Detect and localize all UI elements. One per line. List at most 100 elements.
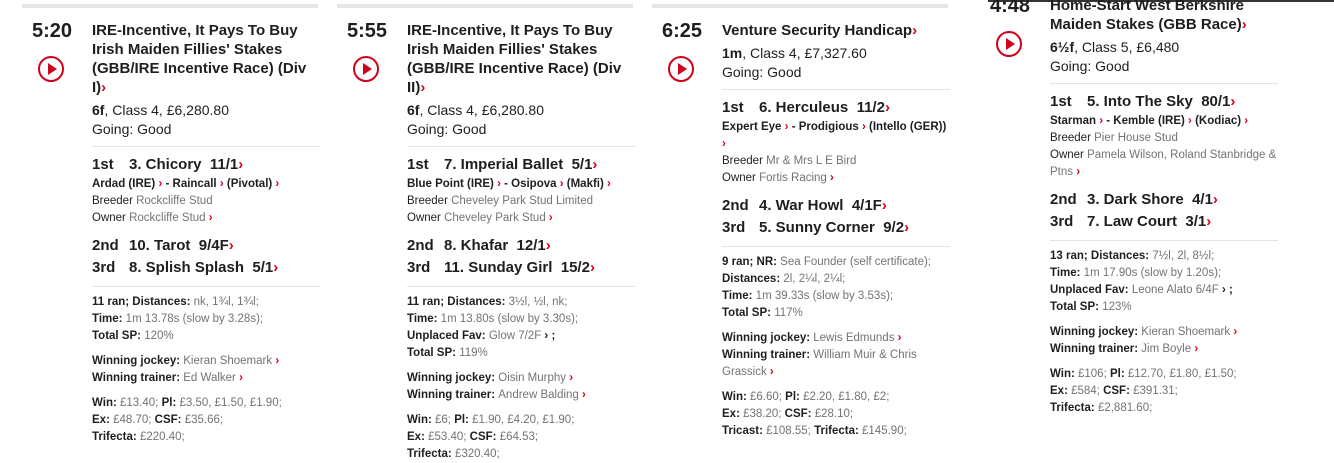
value-link[interactable]: £145.90; (862, 425, 907, 437)
placing-row[interactable]: 2nd 4. War Howl 4/1F› (722, 195, 950, 217)
horse-name[interactable]: 8. Splish Splash (129, 259, 245, 276)
race-title-text[interactable]: Home-Start West Berkshire Maiden Stakes … (1050, 0, 1244, 33)
chevron-right-icon[interactable]: › (592, 156, 598, 173)
value-link[interactable]: £53.40; (428, 431, 470, 443)
chevron-right-icon[interactable]: › (155, 178, 166, 190)
chevron-right-icon[interactable]: › (556, 178, 567, 190)
value-link[interactable]: Rockcliffe Stud (136, 195, 213, 207)
race-title[interactable]: Home-Start West Berkshire Maiden Stakes … (1050, 0, 1278, 34)
horse-name[interactable]: 7. Imperial Ballet (444, 156, 564, 173)
value-link[interactable]: Rockcliffe Stud (129, 212, 206, 224)
horse-name[interactable]: 4. War Howl (759, 197, 844, 214)
placing-row[interactable]: 2nd 8. Khafar 12/1› (407, 235, 635, 257)
value-link[interactable]: 1m 17.90s (slow by 1.20s); (1083, 267, 1222, 279)
play-video-icon[interactable] (668, 56, 694, 82)
chevron-right-icon[interactable]: › (904, 219, 910, 236)
chevron-right-icon[interactable]: › (1096, 115, 1107, 127)
race-title[interactable]: IRE-Incentive, It Pays To Buy Irish Maid… (92, 21, 320, 97)
placing-row[interactable]: 3rd 11. Sunday Girl 15/2› (407, 257, 635, 279)
play-video-icon[interactable] (353, 56, 379, 82)
value-link[interactable]: 1m 13.80s (slow by 3.30s); (440, 313, 579, 325)
value-link[interactable]: £48.70; (113, 414, 155, 426)
chevron-right-icon[interactable]: › (722, 138, 726, 150)
chevron-right-icon[interactable]: › (1191, 343, 1199, 355)
chevron-right-icon[interactable]: › (1206, 213, 1212, 230)
chevron-right-icon[interactable]: › (858, 121, 870, 133)
value-link[interactable]: £2,881.60; (1097, 402, 1153, 414)
chevron-right-icon[interactable]: › (912, 22, 918, 39)
value-link[interactable]: 3½l, ½l, nk; (508, 296, 568, 308)
chevron-right-icon[interactable]: › (1241, 115, 1249, 127)
play-video-icon[interactable] (996, 31, 1022, 57)
chevron-right-icon[interactable]: › (566, 372, 574, 384)
value-link[interactable]: £320.40; (454, 448, 500, 460)
value-link[interactable]: 119% (459, 347, 488, 359)
placing-row[interactable]: 1st 5. Into The Sky 80/1› (1050, 91, 1278, 113)
value-link[interactable]: 1m 39.33s (slow by 3.53s); (755, 290, 894, 302)
value-link[interactable]: 1m 13.78s (slow by 3.28s); (125, 313, 264, 325)
value-link[interactable]: nk, 1¾l, 1¾l; (193, 296, 259, 308)
value-link[interactable]: £6.60; (750, 391, 786, 403)
value-link[interactable]: Kieran Shoemark (1141, 326, 1231, 338)
race-title[interactable]: Venture Security Handicap› (722, 21, 950, 40)
value-link[interactable]: £584; (1071, 385, 1104, 397)
placing-row[interactable]: 3rd 7. Law Court 3/1› (1050, 211, 1278, 233)
value-link[interactable]: Fortis Racing (759, 172, 827, 184)
chevron-right-icon[interactable]: › (420, 79, 426, 96)
chevron-right-icon[interactable]: › (1184, 115, 1196, 127)
value-link[interactable]: £2.20, £1.80, £2; (803, 391, 890, 403)
value-link[interactable]: Andrew Balding (498, 389, 579, 401)
chevron-right-icon[interactable]: › (578, 389, 586, 401)
play-video-icon[interactable] (38, 56, 64, 82)
chevron-right-icon[interactable]: › (603, 178, 611, 190)
value-link[interactable]: £220.40; (139, 431, 185, 443)
placing-row[interactable]: 1st 7. Imperial Ballet 5/1› (407, 154, 635, 176)
value-link[interactable]: £6; (435, 414, 455, 426)
value-link[interactable]: £64.53; (499, 431, 539, 443)
horse-name[interactable]: 5. Sunny Corner (759, 219, 875, 236)
race-title-text[interactable]: IRE-Incentive, It Pays To Buy Irish Maid… (407, 22, 622, 96)
chevron-right-icon[interactable]: › (272, 178, 280, 190)
placing-row[interactable]: 1st 6. Herculeus 11/2› (722, 97, 950, 119)
value-link[interactable]: £106; (1078, 368, 1110, 380)
value-link[interactable]: William Muir & Chris Grassick (722, 349, 917, 378)
chevron-right-icon[interactable]: › (881, 197, 887, 214)
value-link[interactable]: Kieran Shoemark (183, 355, 273, 367)
chevron-right-icon[interactable]: › (1073, 166, 1081, 178)
value-link[interactable]: 120% (144, 330, 174, 342)
race-title-text[interactable]: IRE-Incentive, It Pays To Buy Irish Maid… (92, 22, 307, 96)
chevron-right-icon[interactable]: › (493, 178, 505, 190)
placing-row[interactable]: 3rd 5. Sunny Corner 9/2› (722, 217, 950, 239)
value-link[interactable]: Leone Alato 6/4F (1131, 284, 1219, 296)
chevron-right-icon[interactable]: › (101, 79, 107, 96)
chevron-right-icon[interactable]: › (1230, 326, 1238, 338)
chevron-right-icon[interactable]: › (894, 332, 902, 344)
value-link[interactable]: £12.70, £1.80, £1.50; (1127, 368, 1237, 380)
value-link[interactable]: Mr & Mrs L E Bird (766, 155, 857, 167)
chevron-right-icon[interactable]: › (545, 237, 551, 254)
chevron-right-icon[interactable]: › (826, 172, 834, 184)
chevron-right-icon[interactable]: › (781, 121, 792, 133)
horse-name[interactable]: 3. Dark Shore (1087, 191, 1184, 208)
placing-row[interactable]: 2nd 10. Tarot 9/4F› (92, 235, 320, 257)
value-link[interactable]: £391.31; (1133, 385, 1178, 397)
placing-row[interactable]: 1st 3. Chicory 11/1› (92, 154, 320, 176)
placing-row[interactable]: 2nd 3. Dark Shore 4/1› (1050, 189, 1278, 211)
chevron-right-icon[interactable]: › (216, 178, 227, 190)
value-link[interactable]: Lewis Edmunds (813, 332, 895, 344)
chevron-right-icon[interactable]: › (766, 366, 774, 378)
horse-name[interactable]: 3. Chicory (129, 156, 202, 173)
value-link[interactable]: Pamela Wilson, Roland Stanbridge & Ptns (1050, 149, 1277, 178)
chevron-right-icon[interactable]: › (1241, 16, 1247, 33)
value-link[interactable]: £28.10; (814, 408, 854, 420)
value-link[interactable]: Glow 7/2F (488, 330, 542, 342)
horse-name[interactable]: 6. Herculeus (759, 99, 849, 116)
value-link[interactable]: Cheveley Park Stud (444, 212, 546, 224)
chevron-right-icon[interactable]: › (1230, 93, 1236, 110)
race-title[interactable]: IRE-Incentive, It Pays To Buy Irish Maid… (407, 21, 635, 97)
value-link[interactable]: 2l, 2¼l, 2¼l; (783, 273, 846, 285)
value-link[interactable]: Pier House Stud (1094, 132, 1178, 144)
chevron-right-icon[interactable]: › (272, 355, 280, 367)
chevron-right-icon[interactable]: › (884, 99, 890, 116)
value-link[interactable]: Ed Walker (183, 372, 236, 384)
